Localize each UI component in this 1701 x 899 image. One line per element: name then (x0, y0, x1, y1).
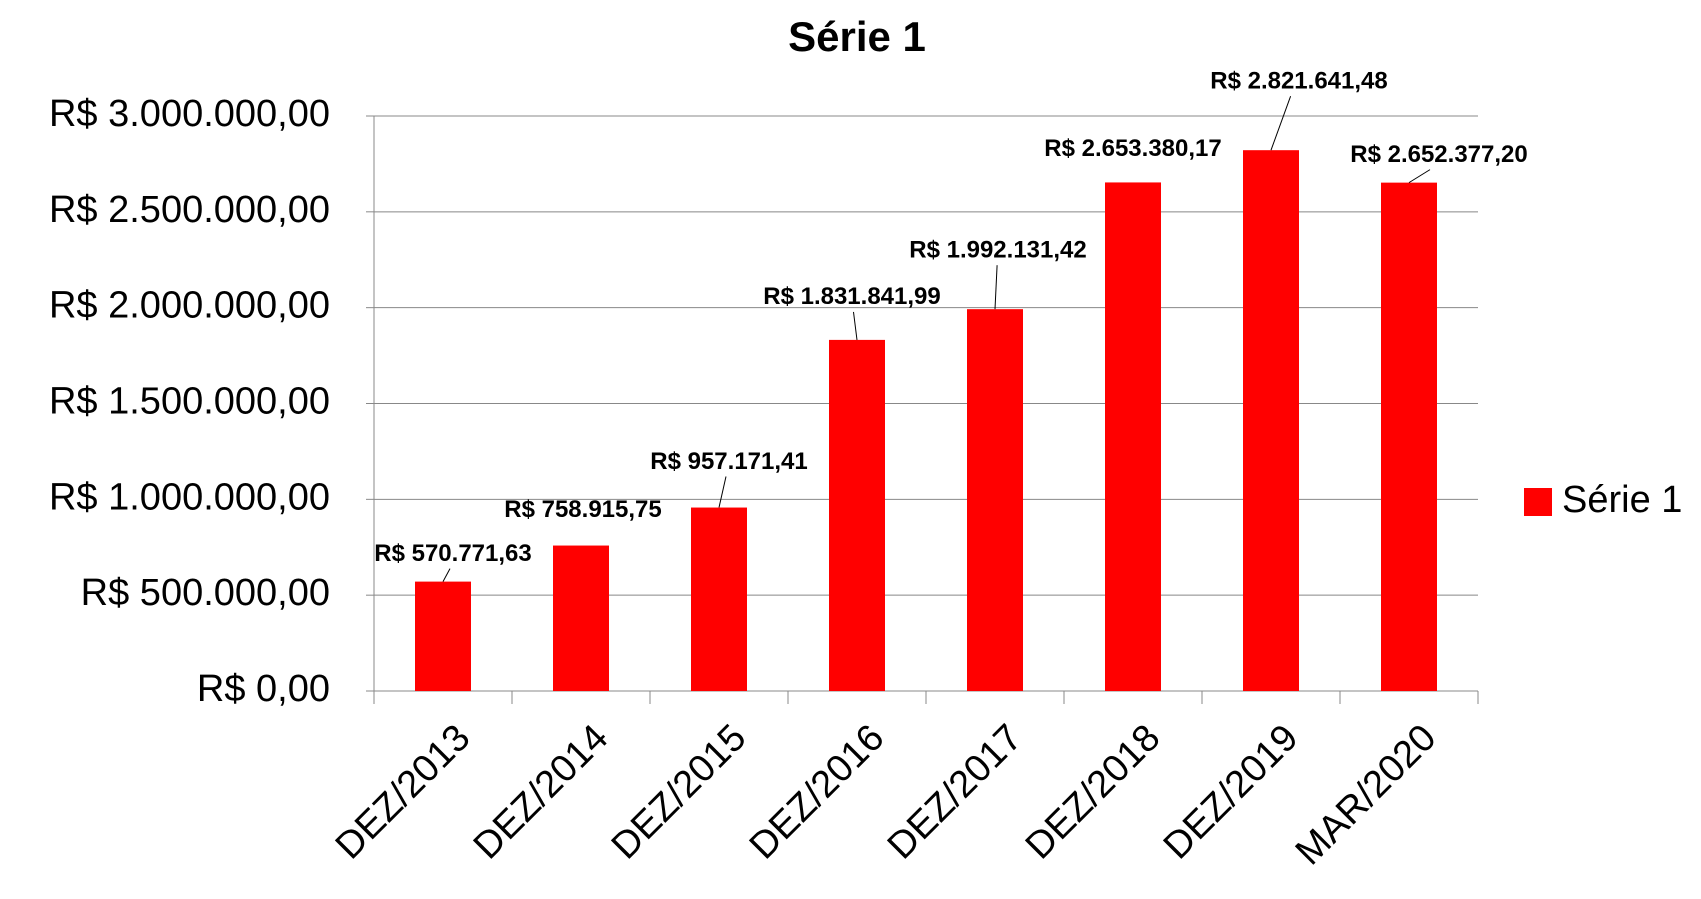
bar (691, 507, 747, 691)
x-tick-label: DEZ/2019 (1156, 717, 1307, 868)
bar (967, 309, 1023, 691)
bar (415, 581, 471, 691)
chart-title: Série 1 (788, 13, 926, 60)
bar (1105, 182, 1161, 691)
y-tick-label: R$ 2.500.000,00 (49, 189, 330, 231)
legend-label: Série 1 (1562, 479, 1682, 521)
x-tick-label: DEZ/2014 (466, 717, 617, 868)
y-tick-label: R$ 3.000.000,00 (49, 93, 330, 135)
legend-swatch (1524, 488, 1552, 516)
bar (1381, 182, 1437, 692)
x-tick-label: DEZ/2013 (328, 717, 479, 868)
leader-line (1408, 169, 1431, 184)
y-tick-label: R$ 0,00 (197, 668, 330, 710)
leader-line (994, 265, 998, 310)
leader-line (718, 476, 727, 508)
data-label: R$ 1.992.131,42 (909, 237, 1086, 264)
y-tick-label: R$ 2.000.000,00 (49, 285, 330, 327)
bar (829, 339, 885, 691)
data-label: R$ 570.771,63 (374, 540, 531, 567)
data-label: R$ 2.653.380,17 (1044, 135, 1221, 162)
x-tick-label: DEZ/2018 (1018, 717, 1169, 868)
data-label: R$ 758.915,75 (504, 496, 661, 523)
x-tick-label: DEZ/2017 (880, 717, 1031, 868)
x-tick-label: DEZ/2016 (742, 717, 893, 868)
y-tick-label: R$ 500.000,00 (81, 572, 330, 614)
data-label: R$ 2.821.641,48 (1210, 68, 1387, 95)
y-tick-label: R$ 1.000.000,00 (49, 476, 330, 518)
data-label: R$ 957.171,41 (650, 448, 807, 475)
x-tick-label: MAR/2020 (1288, 717, 1445, 874)
leader-line (1270, 96, 1292, 151)
data-label: R$ 1.831.841,99 (763, 283, 940, 310)
bar (1243, 150, 1299, 692)
leader-line (442, 568, 451, 582)
leader-line (853, 311, 858, 340)
bar (553, 545, 609, 691)
y-tick-label: R$ 1.500.000,00 (49, 381, 330, 423)
x-tick-label: DEZ/2015 (604, 717, 755, 868)
data-label: R$ 2.652.377,20 (1350, 141, 1527, 168)
